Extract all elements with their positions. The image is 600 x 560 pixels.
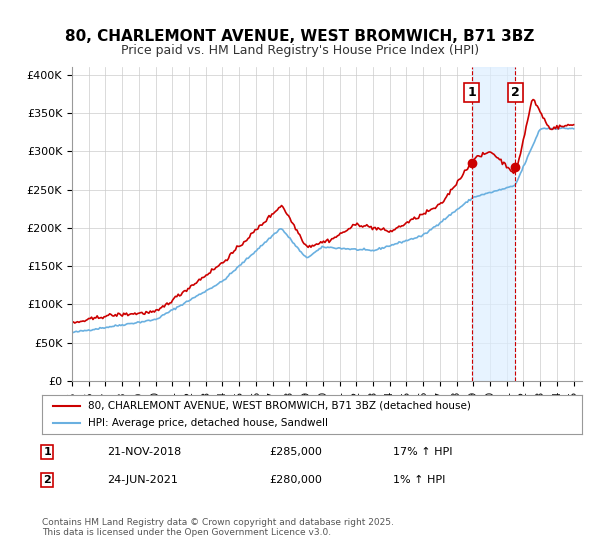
Text: 80, CHARLEMONT AVENUE, WEST BROMWICH, B71 3BZ (detached house): 80, CHARLEMONT AVENUE, WEST BROMWICH, B7…	[88, 401, 471, 411]
Text: 2: 2	[44, 475, 51, 485]
Bar	[472, 67, 515, 381]
Text: 21-NOV-2018: 21-NOV-2018	[107, 447, 181, 457]
Text: 24-JUN-2021: 24-JUN-2021	[107, 475, 178, 485]
Text: Contains HM Land Registry data © Crown copyright and database right 2025.
This d: Contains HM Land Registry data © Crown c…	[42, 518, 394, 538]
Text: 80, CHARLEMONT AVENUE, WEST BROMWICH, B71 3BZ: 80, CHARLEMONT AVENUE, WEST BROMWICH, B7…	[65, 29, 535, 44]
Text: £280,000: £280,000	[269, 475, 322, 485]
Text: HPI: Average price, detached house, Sandwell: HPI: Average price, detached house, Sand…	[88, 418, 328, 428]
Text: 1: 1	[44, 447, 51, 457]
Text: 1: 1	[467, 86, 476, 99]
Text: 2: 2	[511, 86, 520, 99]
Text: Price paid vs. HM Land Registry's House Price Index (HPI): Price paid vs. HM Land Registry's House …	[121, 44, 479, 57]
Text: 17% ↑ HPI: 17% ↑ HPI	[393, 447, 452, 457]
Text: 1% ↑ HPI: 1% ↑ HPI	[393, 475, 445, 485]
Text: £285,000: £285,000	[269, 447, 322, 457]
